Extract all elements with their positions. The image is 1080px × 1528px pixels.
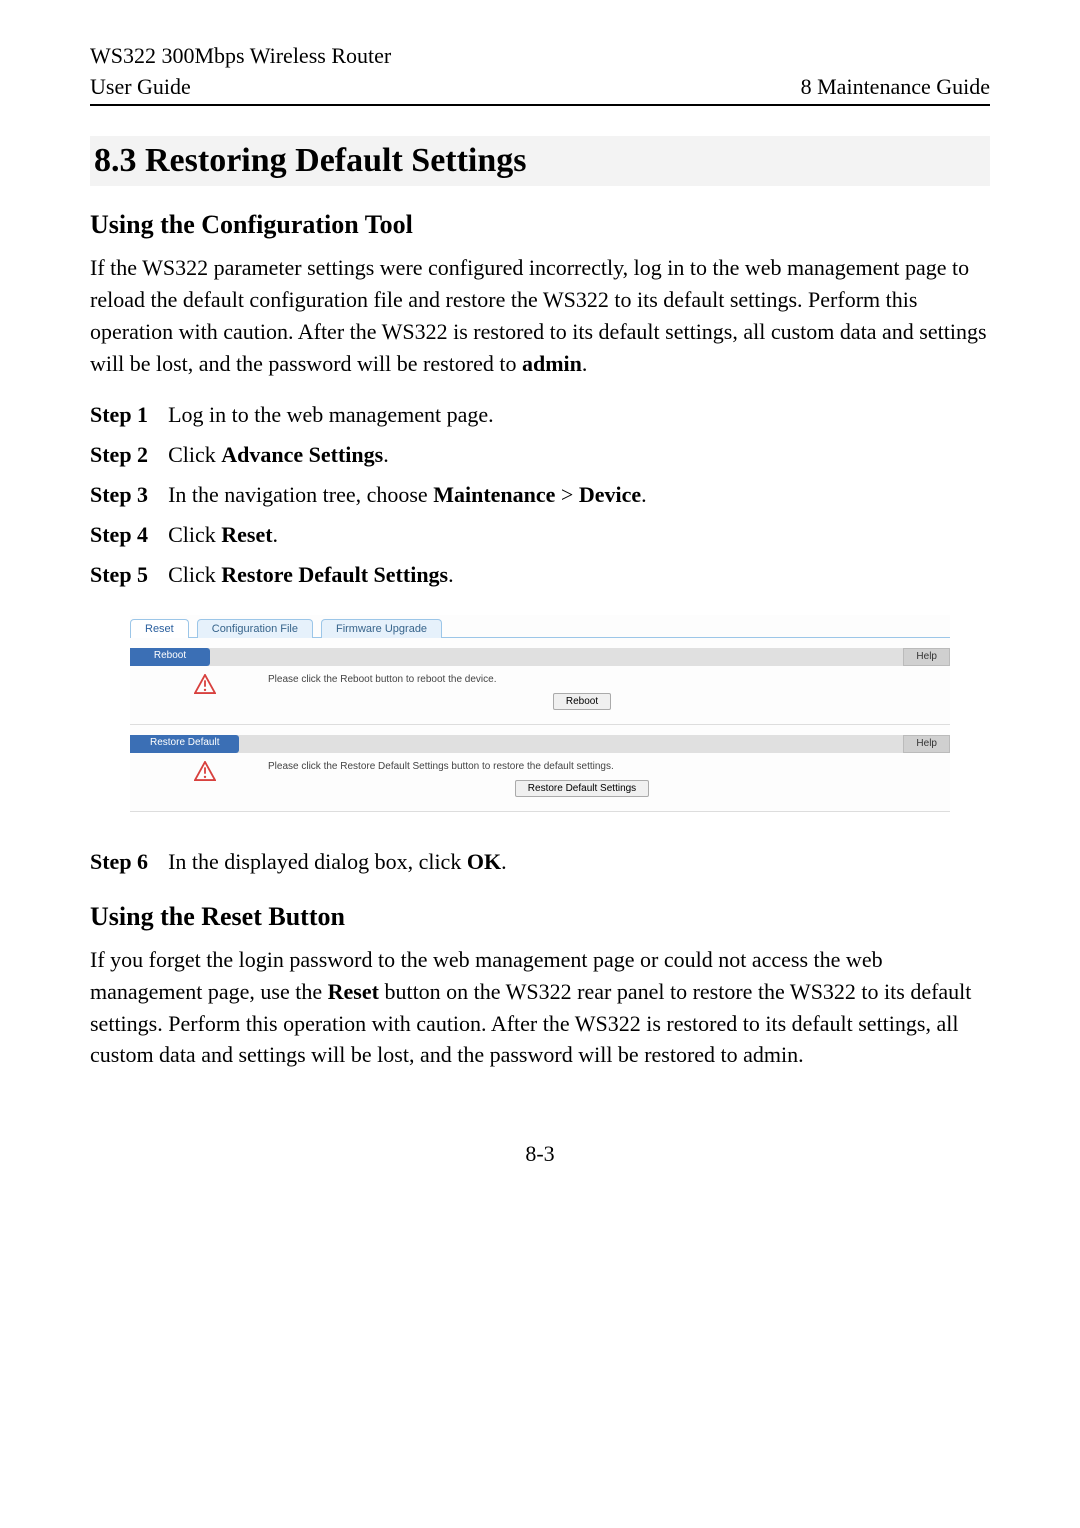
step-row: Step 4 Click Reset. [90,515,657,555]
step-bold2: Device [579,482,641,507]
subheading-reset-button: Using the Reset Button [90,902,990,932]
step-row: Step 5 Click Restore Default Settings. [90,555,657,595]
panel-header: Reboot Help [130,648,950,666]
step-bold: Reset [221,522,272,547]
step-pre: In the displayed dialog box, click [168,849,467,874]
panel-message: Please click the Reboot button to reboot… [228,674,936,685]
intro-bold-admin: admin [522,351,582,376]
step-pre: Click [168,522,221,547]
step-text: In the displayed dialog box, click OK. [168,842,517,882]
section-title: 8.3 Restoring Default Settings [90,136,990,186]
steps-table-b: Step 6 In the displayed dialog box, clic… [90,842,517,882]
page-number: 8-3 [90,1141,990,1167]
step-text: Click Advance Settings. [168,435,657,475]
step-text: In the navigation tree, choose Maintenan… [168,475,657,515]
panel-title: Restore Default [130,735,239,753]
page-header: User Guide 8 Maintenance Guide [90,74,990,106]
step-post: . [501,849,507,874]
router-ui-screenshot: Reset Configuration File Firmware Upgrad… [130,615,950,812]
step-label: Step 2 [90,435,168,475]
reboot-button[interactable]: Reboot [553,693,611,710]
restore-default-button[interactable]: Restore Default Settings [515,780,649,797]
para2-bold: Reset [328,979,379,1004]
panel-message: Please click the Restore Default Setting… [228,761,936,772]
step-post: . [448,562,454,587]
step-row: Step 3 In the navigation tree, choose Ma… [90,475,657,515]
step-pre: Click [168,562,221,587]
step-bold: Restore Default Settings [221,562,448,587]
step-text: Log in to the web management page. [168,395,657,435]
step-text: Click Restore Default Settings. [168,555,657,595]
step-label: Step 1 [90,395,168,435]
step-label: Step 6 [90,842,168,882]
panel-title: Reboot [130,648,210,666]
intro-paragraph-2: If you forget the login password to the … [90,944,990,1072]
warning-icon [194,674,216,694]
step-text: Click Reset. [168,515,657,555]
steps-table-a: Step 1 Log in to the web management page… [90,395,657,594]
step-bold: Maintenance [433,482,555,507]
header-left: User Guide [90,74,191,100]
panel-restore-default: Restore Default Help Please click the Re… [130,735,950,812]
step-pre: In the navigation tree, choose [168,482,433,507]
tab-reset[interactable]: Reset [130,619,189,638]
header-product: WS322 300Mbps Wireless Router [90,40,990,72]
tab-firmware-upgrade[interactable]: Firmware Upgrade [321,619,442,638]
subheading-config-tool: Using the Configuration Tool [90,210,990,240]
step-label: Step 5 [90,555,168,595]
tab-config-file[interactable]: Configuration File [197,619,313,638]
step-label: Step 3 [90,475,168,515]
step-bold: Advance Settings [221,442,383,467]
help-button[interactable]: Help [903,648,950,666]
step-post: . [383,442,389,467]
step-bold: OK [467,849,501,874]
panel-header: Restore Default Help [130,735,950,753]
step-row: Step 2 Click Advance Settings. [90,435,657,475]
header-right: 8 Maintenance Guide [801,74,990,100]
section-name: Restoring Default Settings [145,142,527,179]
intro-paragraph-1: If the WS322 parameter settings were con… [90,252,990,380]
step-mid: > [555,482,578,507]
panel-reboot: Reboot Help Please click the Reboot butt… [130,648,950,725]
step-post: . [273,522,279,547]
step-row: Step 6 In the displayed dialog box, clic… [90,842,517,882]
step-post: . [641,482,647,507]
help-button[interactable]: Help [903,735,950,753]
step-pre: Click [168,442,221,467]
step-row: Step 1 Log in to the web management page… [90,395,657,435]
intro-post: . [582,351,588,376]
section-number: 8.3 [94,142,137,179]
tab-bar: Reset Configuration File Firmware Upgrad… [130,615,950,638]
warning-icon [194,761,216,781]
step-label: Step 4 [90,515,168,555]
